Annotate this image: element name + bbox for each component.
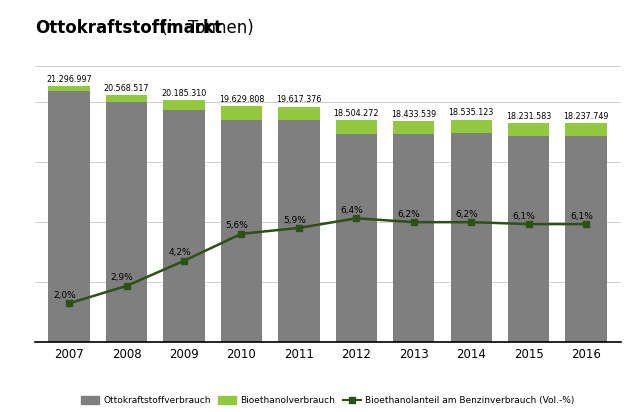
Bar <box>220 106 262 119</box>
Text: 19.617.376: 19.617.376 <box>276 95 321 104</box>
Text: 21.296.997: 21.296.997 <box>46 75 92 84</box>
Text: 20.185.310: 20.185.310 <box>161 89 207 98</box>
Bar <box>565 123 607 136</box>
Bar <box>336 134 377 342</box>
Text: 19.629.808: 19.629.808 <box>219 95 264 104</box>
Bar <box>163 110 205 342</box>
Bar <box>278 120 319 342</box>
Bar <box>450 133 492 342</box>
Text: 4,2%: 4,2% <box>168 248 191 258</box>
Bar <box>393 121 435 134</box>
Text: (in Tonnen): (in Tonnen) <box>156 19 253 37</box>
Text: 20.568.517: 20.568.517 <box>104 84 149 93</box>
Text: 18.231.583: 18.231.583 <box>506 112 551 121</box>
Bar <box>49 91 90 342</box>
Text: 6,4%: 6,4% <box>340 206 363 215</box>
Bar <box>106 95 147 102</box>
Text: 6,1%: 6,1% <box>513 212 536 221</box>
Bar <box>220 119 262 342</box>
Bar <box>508 136 549 342</box>
Text: 2,9%: 2,9% <box>111 274 134 283</box>
Bar <box>565 136 607 342</box>
Bar <box>336 120 377 134</box>
Text: 5,6%: 5,6% <box>226 221 248 230</box>
Text: 6,1%: 6,1% <box>570 212 593 221</box>
Text: 2,0%: 2,0% <box>53 291 76 300</box>
Text: 6,2%: 6,2% <box>455 210 478 219</box>
Bar <box>508 123 549 136</box>
Text: 18.433.539: 18.433.539 <box>391 110 437 119</box>
Text: Ottokraftstoffmarkt: Ottokraftstoffmarkt <box>35 19 222 37</box>
Text: 5,9%: 5,9% <box>283 215 306 225</box>
Bar <box>450 119 492 133</box>
Text: 18.504.272: 18.504.272 <box>333 109 379 118</box>
Text: 6,2%: 6,2% <box>398 210 421 219</box>
Bar <box>163 100 205 110</box>
Bar <box>106 102 147 342</box>
Bar <box>393 134 435 342</box>
Bar <box>49 87 90 91</box>
Text: 18.535.123: 18.535.123 <box>449 108 494 117</box>
Bar <box>278 107 319 120</box>
Legend: Ottokraftstoffverbrauch, Bioethanolverbrauch, Bioethanolanteil am Benzinverbrauc: Ottokraftstoffverbrauch, Bioethanolverbr… <box>81 396 575 405</box>
Text: 18.237.749: 18.237.749 <box>563 112 609 121</box>
